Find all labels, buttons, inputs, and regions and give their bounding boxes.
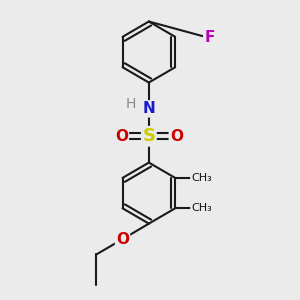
Text: S: S (142, 127, 155, 145)
Text: N: N (142, 101, 155, 116)
Text: O: O (116, 232, 129, 247)
Text: F: F (204, 31, 214, 46)
Text: O: O (170, 129, 183, 144)
Text: H: H (125, 97, 136, 111)
Text: O: O (115, 129, 128, 144)
Text: CH₃: CH₃ (191, 203, 212, 213)
Text: CH₃: CH₃ (191, 173, 212, 183)
